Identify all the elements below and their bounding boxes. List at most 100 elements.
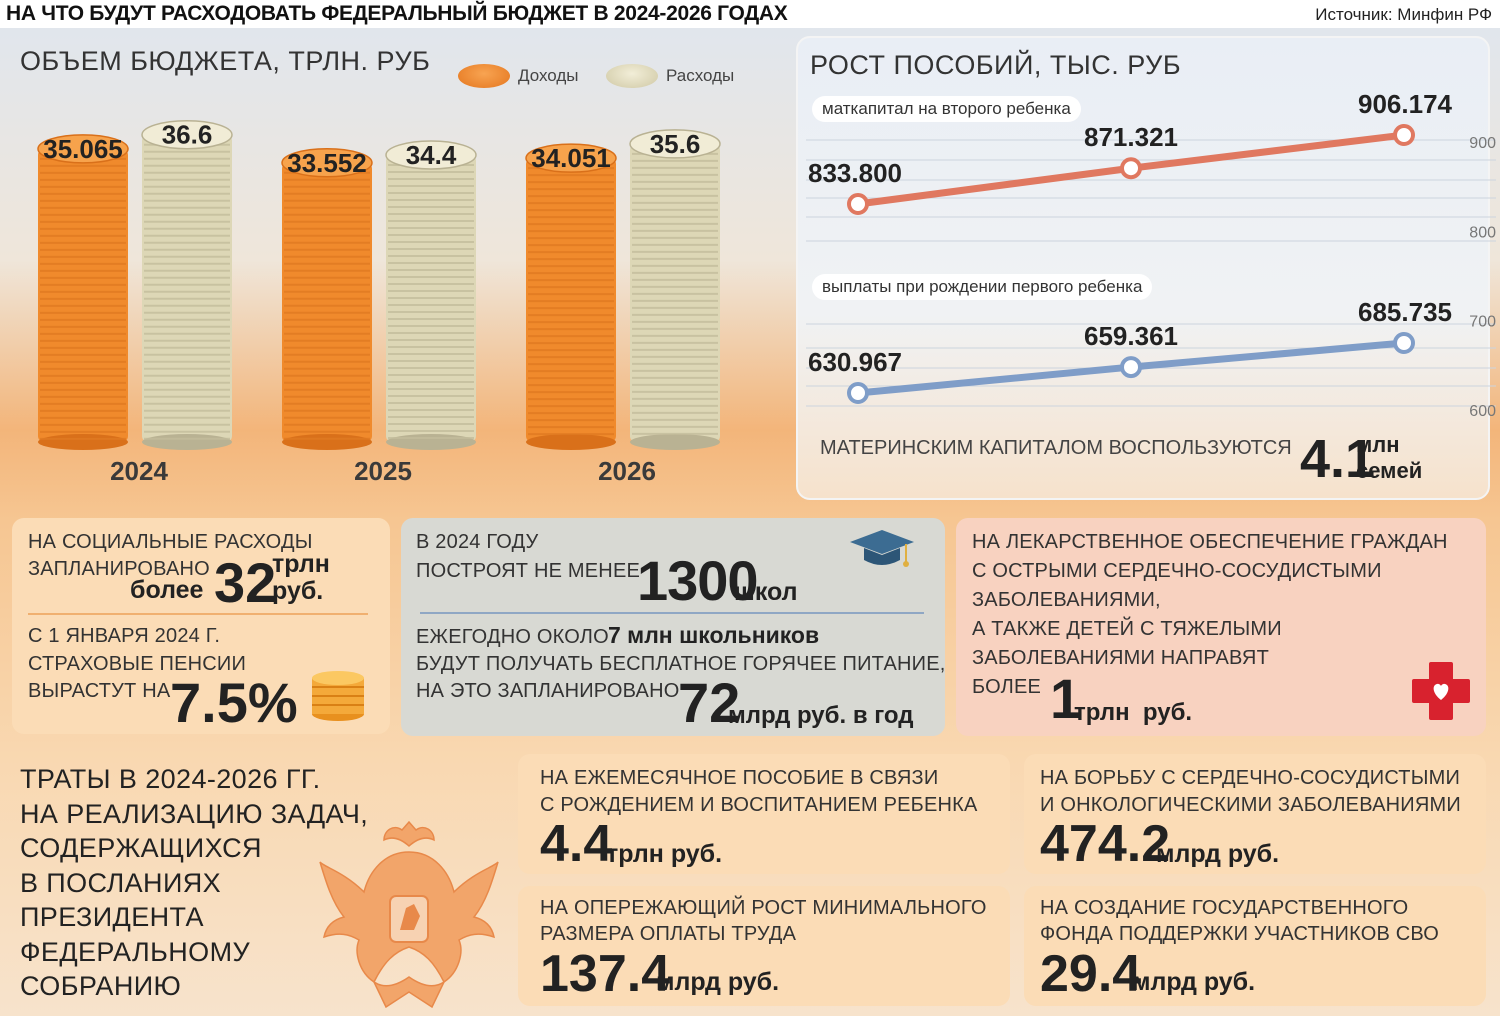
bar-income-2026: [525, 143, 617, 450]
card-cardio: [1024, 754, 1486, 874]
card2-unit: млрд руб.: [1156, 840, 1280, 868]
card4-unit: млрд руб.: [1132, 968, 1256, 996]
meals-line3: НА ЭТО ЗАПЛАНИРОВАНО: [416, 680, 680, 702]
pension-line3: ВЫРАСТУТ НА: [28, 680, 171, 702]
president-line5: ПРЕЗИДЕНТА: [20, 902, 204, 932]
year-label-2026: 2026: [598, 456, 656, 486]
schools-divider: [420, 612, 924, 614]
president-line2: НА РЕАЛИЗАЦИЮ ЗАДАЧ,: [20, 798, 369, 829]
social-line1: НА СОЦИАЛЬНЫЕ РАСХОДЫ: [28, 531, 313, 553]
card-child-benefit: [518, 754, 1010, 874]
medical-cross-icon: [1412, 662, 1470, 720]
series-label-birth: выплаты при рождении первого ребенка: [812, 274, 1153, 300]
meals-unit: млрд руб. в год: [728, 702, 914, 729]
graduation-cap-icon: [850, 530, 914, 567]
medicine-unit: трлн руб.: [1074, 699, 1193, 726]
schools-line2: ПОСТРОЯТ НЕ МЕНЕЕ: [416, 560, 641, 582]
year-label-2024: 2024: [110, 456, 168, 486]
legend-income-label: Доходы: [518, 66, 579, 85]
president-line4: В ПОСЛАНИЯХ: [20, 867, 222, 898]
meals-line2: БУДУТ ПОЛУЧАТЬ БЕСПЛАТНОЕ ГОРЯЧЕЕ ПИТАНИ…: [416, 653, 946, 675]
maternity-text: МАТЕРИНСКИМ КАПИТАЛОМ ВОСПОЛЬЗУЮТСЯ: [820, 437, 1292, 459]
coat-of-arms-icon: [319, 820, 499, 1008]
data-label: 871.321: [1084, 122, 1178, 152]
schools-box: [401, 518, 945, 736]
schools-unit: школ: [734, 578, 798, 606]
card4-line2: ФОНДА ПОДДЕРЖКИ УЧАСТНИКОВ СВО: [1040, 923, 1440, 945]
pension-line2: СТРАХОВЫЕ ПЕНСИИ: [28, 653, 247, 675]
president-line1: ТРАТЫ В 2024-2026 ГГ.: [20, 764, 321, 794]
legend-income-swatch: [458, 64, 510, 88]
medicine-line3: ЗАБОЛЕВАНИЯМИ,: [972, 589, 1161, 611]
maternity-unit-1: млн: [1356, 432, 1400, 457]
bar-value-label: 35.6: [650, 129, 701, 159]
medicine-line4: А ТАКЖЕ ДЕТЕЙ С ТЯЖЕЛЫМИ: [972, 618, 1282, 640]
source-note: Источник: Минфин РФ: [1315, 5, 1492, 24]
bar-value-label: 35.065: [43, 134, 123, 164]
data-label: 833.800: [808, 158, 902, 188]
card1-unit: трлн руб.: [606, 840, 723, 868]
president-line6: ФЕДЕРАЛЬНОМУ: [20, 936, 251, 967]
card3-line1: НА ОПЕРЕЖАЮЩИЙ РОСТ МИНИМАЛЬНОГО: [540, 897, 987, 919]
president-line3: СОДЕРЖАЩИХСЯ: [20, 833, 262, 863]
medicine-line6: БОЛЕЕ: [972, 676, 1042, 698]
bar-value-label: 34.051: [531, 143, 611, 173]
card1-value: 4.4: [540, 815, 613, 873]
social-value: 32: [214, 551, 277, 614]
card-minimum-wage: [518, 886, 1010, 1006]
card1-line2: С РОЖДЕНИЕМ И ВОСПИТАНИЕМ РЕБЕНКА: [540, 794, 978, 816]
medicine-line2: С ОСТРЫМИ СЕРДЕЧНО-СОСУДИСТЫМИ: [972, 560, 1382, 582]
page-title: НА ЧТО БУДУТ РАСХОДОВАТЬ ФЕДЕРАЛЬНЫЙ БЮД…: [6, 2, 788, 25]
medicine-line1: НА ЛЕКАРСТВЕННОЕ ОБЕСПЕЧЕНИЕ ГРАЖДАН: [972, 531, 1448, 553]
bar-value-label: 36.6: [162, 120, 213, 150]
pension-line1: С 1 ЯНВАРЯ 2024 Г.: [28, 625, 221, 647]
bar-income-2025: [281, 148, 373, 450]
card4-value: 29.4: [1040, 945, 1142, 1003]
medicine-value: 1: [1050, 667, 1082, 730]
card-svo-fund: [1024, 886, 1486, 1006]
medicine-box: [956, 518, 1486, 736]
schools-line1: В 2024 ГОДУ: [416, 531, 539, 553]
data-point: [1393, 332, 1415, 354]
y-tick-label: 800: [1469, 224, 1496, 241]
card3-line2: РАЗМЕРА ОПЛАТЫ ТРУДА: [540, 923, 797, 945]
meals-line1a: ЕЖЕГОДНО ОКОЛО: [416, 626, 609, 648]
card1-line1: НА ЕЖЕМЕСЯЧНОЕ ПОСОБИЕ В СВЯЗИ: [540, 767, 939, 789]
pension-value: 7.5%: [170, 671, 298, 734]
data-point: [847, 193, 869, 215]
data-label: 685.735: [1358, 297, 1452, 327]
bar-value-label: 34.4: [406, 140, 457, 170]
data-label: 659.361: [1084, 321, 1178, 351]
y-tick-label: 900: [1469, 135, 1496, 152]
card2-value: 474.2: [1040, 815, 1171, 873]
coins-icon: [312, 671, 364, 721]
social-line2: ЗАПЛАНИРОВАНО: [28, 558, 210, 580]
legend-expense-label: Расходы: [666, 66, 735, 85]
maternity-unit-2: семей: [1356, 458, 1423, 483]
data-point: [1393, 124, 1415, 146]
data-point: [1120, 356, 1142, 379]
budget-chart-title: ОБЪЕМ БЮДЖЕТА, ТРЛН. РУБ: [20, 46, 431, 76]
social-unit: трлн руб.: [272, 551, 330, 605]
schools-value: 1300: [637, 549, 759, 612]
data-label: 906.174: [1358, 89, 1453, 119]
maternity-unit: млн семей: [1356, 432, 1422, 484]
bar-expense-2026: [629, 129, 721, 450]
card3-value: 137.4: [540, 945, 671, 1003]
meals-value: 72: [678, 671, 741, 734]
benefits-chart: 900 800 700 600 833.800 871.321 906.174 630.967…: [806, 89, 1496, 420]
card2-line2: И ОНКОЛОГИЧЕСКИМИ ЗАБОЛЕВАНИЯМИ: [1040, 794, 1461, 816]
bar-value-label: 33.552: [287, 148, 367, 178]
year-label-2025: 2025: [354, 456, 412, 486]
budget-chart: 35.065 36.6 2024 33.552 34.4 2025 34.051 35.6 20…: [37, 120, 721, 486]
card2-line1: НА БОРЬБУ С СЕРДЕЧНО-СОСУДИСТЫМИ: [1040, 767, 1461, 789]
maternity-value: 4.1: [1300, 429, 1376, 489]
data-point: [847, 382, 869, 404]
medicine-line5: ЗАБОЛЕВАНИЯМИ НАПРАВЯТ: [972, 647, 1269, 669]
header-bar: [0, 0, 1500, 28]
card4-line1: НА СОЗДАНИЕ ГОСУДАРСТВЕННОГО: [1040, 897, 1409, 919]
social-line3: более: [130, 576, 204, 604]
bar-expense-2025: [385, 140, 477, 450]
data-label: 630.967: [808, 347, 902, 377]
y-tick-label: 700: [1469, 314, 1496, 331]
